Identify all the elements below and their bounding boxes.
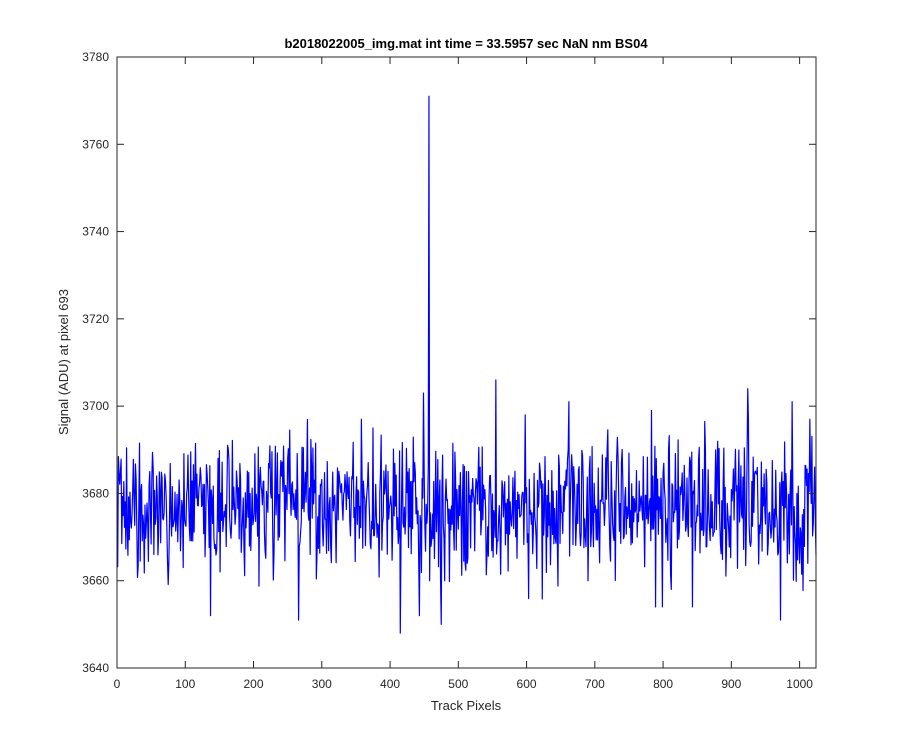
axes-box [116, 56, 817, 669]
x-tick-label: 1000 [786, 677, 813, 691]
y-tick-label: 3740 [82, 225, 109, 239]
x-tick-label: 500 [448, 677, 468, 691]
y-tick-label: 3660 [82, 574, 109, 588]
axes-background [117, 57, 816, 668]
plot-area [116, 56, 817, 669]
x-tick-label: 400 [380, 677, 400, 691]
y-tick-label: 3720 [82, 312, 109, 326]
x-tick-label: 200 [244, 677, 264, 691]
y-tick-label: 3760 [82, 137, 109, 151]
x-axis-label: Track Pixels [431, 698, 502, 713]
y-tick-label: 3700 [82, 399, 109, 413]
y-tick-label: 3780 [82, 50, 109, 64]
x-axis: 0 100 200 300 400 500 600 700 800 900 1000 [114, 57, 813, 691]
chart-title: b2018022005_img.mat int time = 33.5957 s… [284, 36, 648, 51]
x-tick-label: 0 [114, 677, 121, 691]
x-tick-label: 900 [721, 677, 741, 691]
signal-series-line [116, 95, 817, 634]
x-tick-label: 100 [175, 677, 195, 691]
x-tick-label: 600 [517, 677, 537, 691]
y-axis: 3640 3660 3680 3700 3720 3740 3760 3780 [82, 50, 816, 675]
y-tick-label: 3680 [82, 486, 109, 500]
x-tick-label: 800 [653, 677, 673, 691]
x-tick-label: 700 [585, 677, 605, 691]
y-tick-label: 3640 [82, 661, 109, 675]
x-tick-label: 300 [312, 677, 332, 691]
y-axis-label: Signal (ADU) at pixel 693 [56, 289, 71, 435]
